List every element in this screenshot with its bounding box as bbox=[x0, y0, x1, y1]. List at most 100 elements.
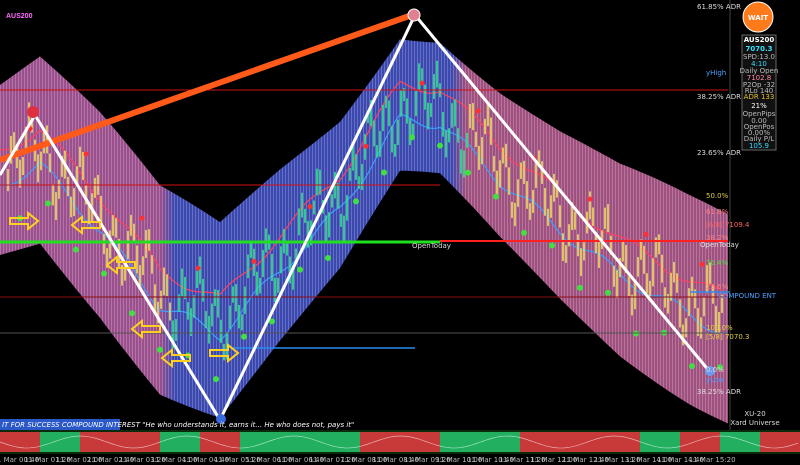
panel-daily-open: 7102.8 bbox=[747, 74, 772, 82]
panel-label: OpenPips bbox=[743, 110, 776, 118]
indicator-segment bbox=[600, 432, 640, 452]
level-label: [5/8] 7070.3 bbox=[706, 333, 749, 341]
arrows bbox=[9, 210, 240, 369]
signal-dot bbox=[465, 169, 471, 176]
panel-adr: ADR 133 bbox=[744, 93, 775, 101]
time-label: 11 Mar 04:40 bbox=[182, 456, 229, 464]
level-label: yHigh bbox=[706, 69, 726, 77]
level-label: 50.0% bbox=[706, 192, 729, 200]
status: WAIT bbox=[748, 14, 768, 22]
signal-dot bbox=[195, 265, 201, 271]
ticker: IT FOR SUCCESS COMPOUND INTEREST "He who… bbox=[2, 421, 354, 429]
signal-dot bbox=[307, 204, 313, 210]
signal-dot bbox=[699, 261, 705, 267]
signal-dot bbox=[353, 198, 359, 205]
signal-dot bbox=[549, 242, 555, 249]
signal-dot bbox=[45, 200, 51, 207]
status-badge[interactable] bbox=[742, 1, 774, 33]
panel-spread: SPD:13.0 bbox=[743, 53, 775, 61]
channel-line bbox=[0, 80, 729, 297]
signal-dot bbox=[213, 376, 219, 383]
level-label: 100.0% bbox=[706, 324, 733, 332]
indicator-segment bbox=[320, 432, 360, 452]
time-label: 11 Mar 06:00 bbox=[246, 456, 293, 464]
level-label: 23.65% ADR bbox=[697, 149, 741, 157]
indicator-segment bbox=[40, 432, 80, 452]
signal-dot bbox=[437, 142, 443, 149]
panel-label: OpenPos bbox=[744, 123, 775, 131]
signal-dot bbox=[157, 346, 163, 353]
time-label: 11 Mar 11:20 bbox=[499, 456, 546, 464]
level-label: OpenToday bbox=[700, 241, 739, 249]
signal-dot bbox=[241, 333, 247, 340]
time-label: 11 Mar 14:40 bbox=[657, 456, 704, 464]
time-label: 11 Mar 13:20 bbox=[594, 456, 641, 464]
signal-dot bbox=[297, 266, 303, 273]
pivot-marker bbox=[216, 414, 226, 424]
panel-p2op: P2Op -32 bbox=[743, 81, 775, 89]
signal-dot bbox=[83, 151, 89, 157]
level-labels: 61.85% ADR 38.25% ADR 23.65% ADR 38.25% … bbox=[412, 3, 777, 396]
signal-dot bbox=[73, 246, 79, 253]
panel-open-pips: 0.00 bbox=[751, 117, 767, 125]
level-label: 23.6% bbox=[706, 283, 729, 291]
time-label: 11 Mar 08:40 bbox=[372, 456, 419, 464]
panel-percent: 21% bbox=[751, 102, 767, 110]
indicator-segment bbox=[680, 432, 720, 452]
indicator-segment bbox=[0, 432, 40, 452]
indicator-segment bbox=[760, 432, 800, 452]
time-label: 11 Mar 05:20 bbox=[214, 456, 261, 464]
info-panel bbox=[741, 34, 777, 151]
time-label: 11 Mar 00:40 bbox=[0, 456, 39, 464]
time-label: 11 Mar 12:00 bbox=[531, 456, 578, 464]
indicator-segment bbox=[720, 432, 760, 452]
indicator-segment bbox=[440, 432, 480, 452]
indicator-segment bbox=[360, 432, 400, 452]
signal-dot bbox=[381, 169, 387, 176]
indicator-segment bbox=[200, 432, 240, 452]
signal-dot bbox=[129, 310, 135, 317]
indicator-segment bbox=[520, 432, 560, 452]
indicator-segment bbox=[120, 432, 160, 452]
time-label: 11 Mar 08:00 bbox=[341, 456, 388, 464]
panel-rlo: RLo 140 bbox=[745, 87, 774, 95]
signal-dot bbox=[493, 193, 499, 200]
footer-brand: Xard Universe bbox=[730, 419, 779, 427]
signal-dot bbox=[633, 330, 639, 337]
signal-dot bbox=[605, 289, 611, 296]
signal-dot bbox=[419, 80, 425, 86]
level-label: OpenToday bbox=[412, 242, 451, 250]
pivot-marker bbox=[407, 8, 421, 22]
level-label: yLow bbox=[706, 376, 724, 384]
time-label: 11 Mar 02:00 bbox=[56, 456, 103, 464]
panel-open-pos: 0.00% bbox=[748, 129, 771, 137]
panel-label: Daily P/L bbox=[744, 135, 775, 143]
signal-dot bbox=[587, 196, 593, 202]
time-label: 11 Mar 01:20 bbox=[24, 456, 71, 464]
level-label: COMPOUND ENT bbox=[718, 292, 777, 300]
time-label: 11 Mar 15:20 bbox=[689, 456, 736, 464]
indicator-segment bbox=[240, 432, 280, 452]
indicator-segment bbox=[80, 432, 120, 452]
signal-dot bbox=[139, 215, 145, 221]
indicator-segment bbox=[280, 432, 320, 452]
panel-label: Daily Open bbox=[740, 67, 779, 75]
signal-dot bbox=[475, 108, 481, 114]
indicator-segment bbox=[560, 432, 600, 452]
level-label: 61.85% ADR bbox=[697, 3, 741, 11]
level-label: [6/8] 7109.4 bbox=[706, 221, 750, 229]
band-stripes bbox=[0, 39, 728, 424]
indicator-segment bbox=[400, 432, 440, 452]
panel-timer: 4:10 bbox=[751, 60, 767, 68]
indicator-line bbox=[0, 435, 799, 449]
indicator-segment bbox=[480, 432, 520, 452]
ticker-bg bbox=[0, 419, 120, 430]
indicator-segment bbox=[160, 432, 200, 452]
footer-code: XU-20 bbox=[744, 410, 765, 418]
time-label: 11 Mar 09:20 bbox=[404, 456, 451, 464]
time-label: 11 Mar 12:40 bbox=[562, 456, 609, 464]
level-label: 38.25% ADR bbox=[697, 388, 741, 396]
level-label: 38.2% bbox=[706, 234, 729, 242]
